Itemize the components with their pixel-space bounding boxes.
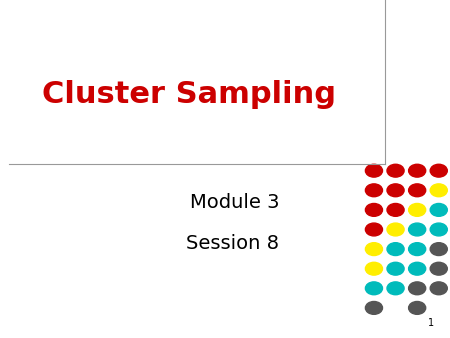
Text: Module 3: Module 3 [189,193,279,212]
Circle shape [409,223,426,236]
Circle shape [430,223,447,236]
Text: 1: 1 [428,318,434,328]
Circle shape [387,223,404,236]
Text: Cluster Sampling: Cluster Sampling [42,80,336,109]
Circle shape [387,164,404,177]
Circle shape [430,262,447,275]
Circle shape [387,243,404,256]
Circle shape [365,301,382,314]
Circle shape [430,164,447,177]
Circle shape [409,203,426,216]
Circle shape [430,184,447,197]
Circle shape [365,223,382,236]
Circle shape [365,282,382,295]
Circle shape [409,243,426,256]
Circle shape [387,184,404,197]
Circle shape [365,184,382,197]
Circle shape [365,203,382,216]
Circle shape [430,203,447,216]
Circle shape [387,282,404,295]
Text: Session 8: Session 8 [186,234,279,253]
Circle shape [409,282,426,295]
Circle shape [430,243,447,256]
Circle shape [387,203,404,216]
Circle shape [409,164,426,177]
Circle shape [430,282,447,295]
Circle shape [365,164,382,177]
Circle shape [365,262,382,275]
Circle shape [387,262,404,275]
Circle shape [409,184,426,197]
Circle shape [409,262,426,275]
Circle shape [365,243,382,256]
Circle shape [409,301,426,314]
